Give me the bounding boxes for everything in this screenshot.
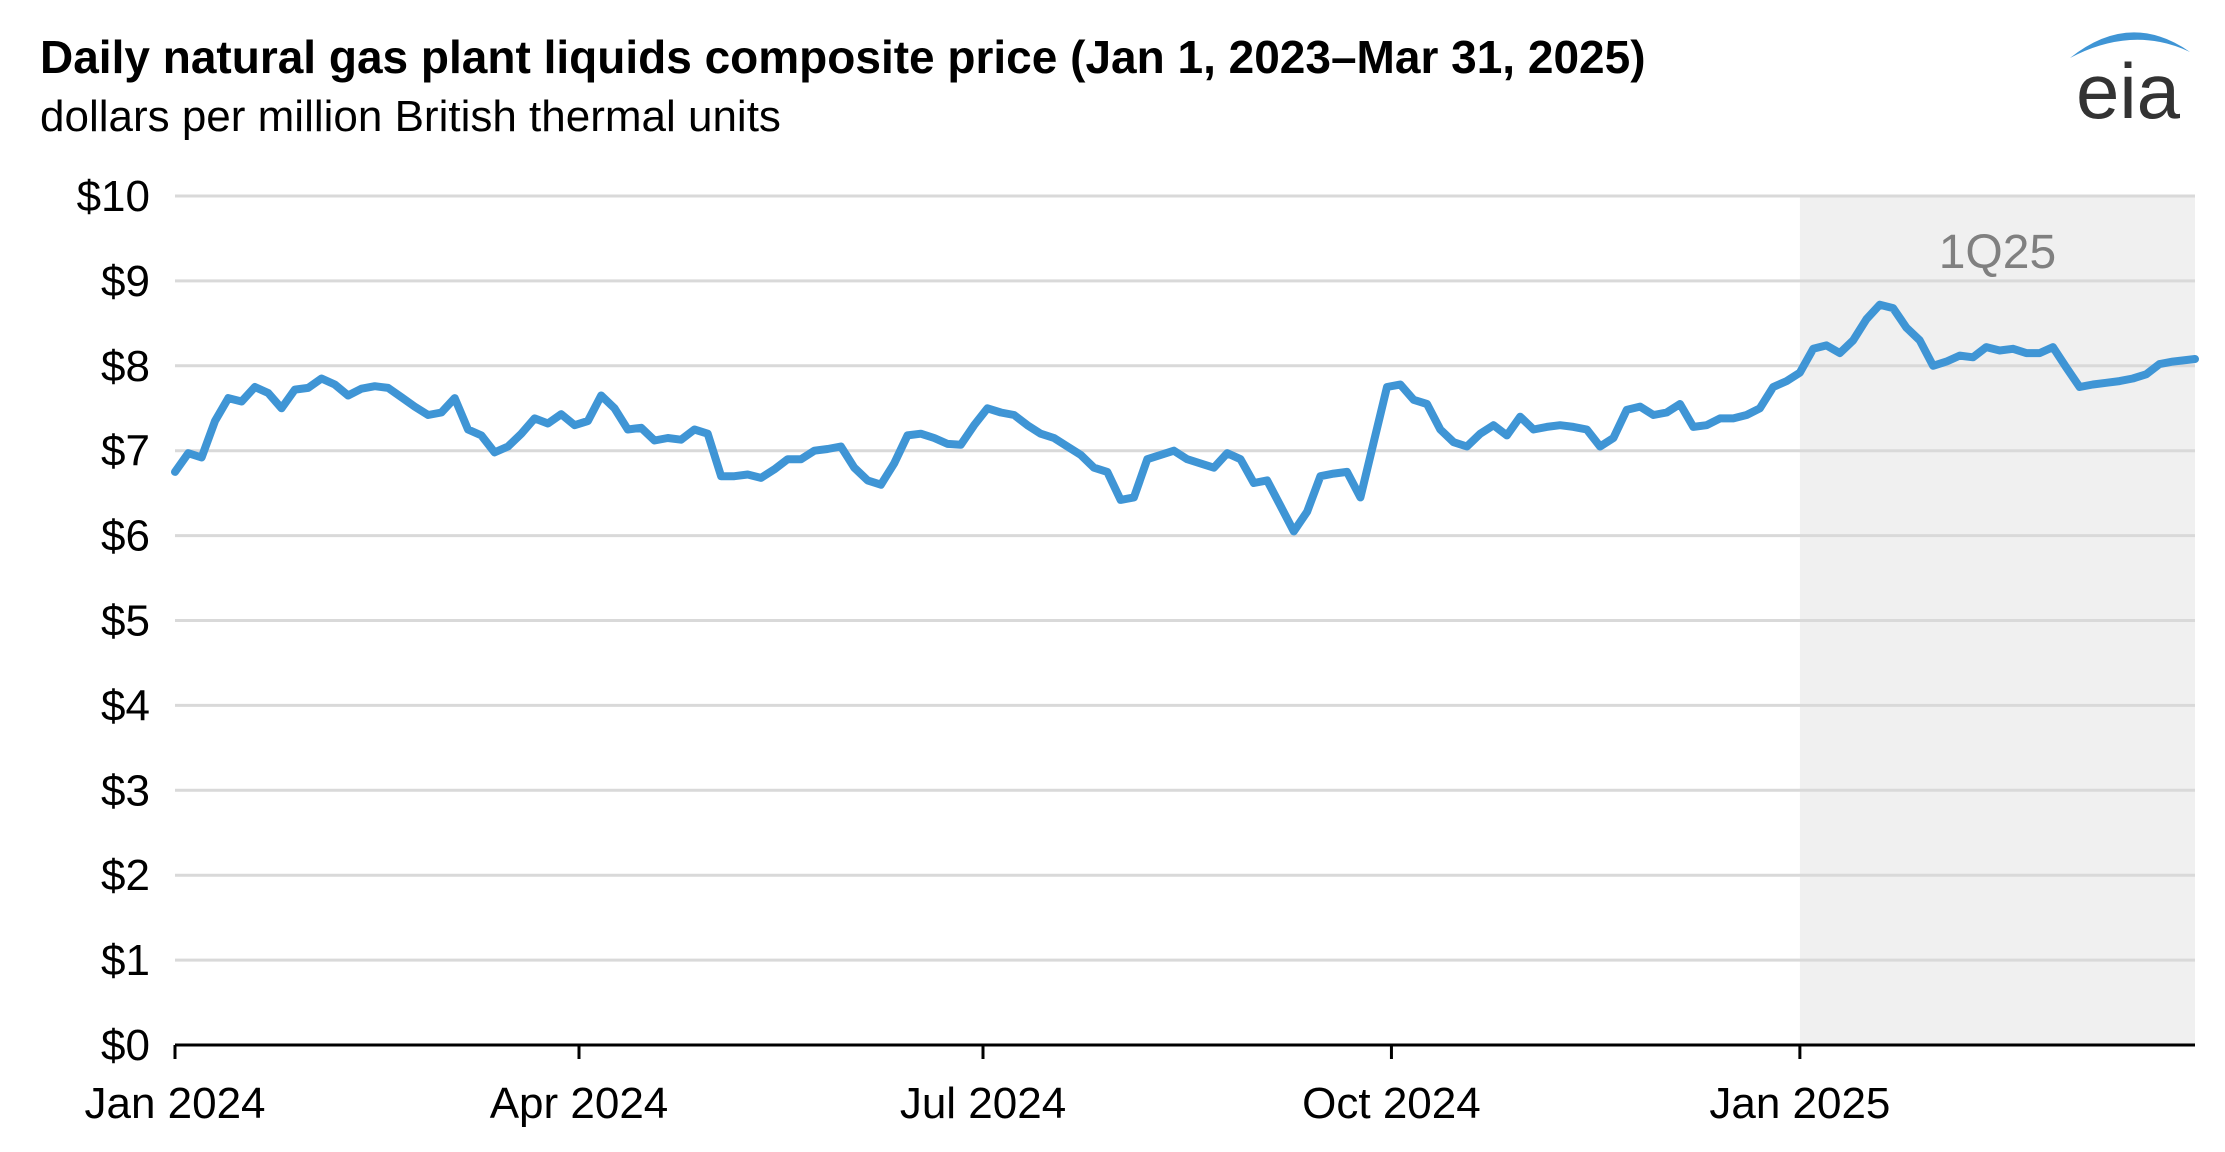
y-tick-label: $1 bbox=[101, 936, 150, 985]
x-tick-label: Jan 2024 bbox=[84, 1079, 265, 1128]
price-series-line bbox=[171, 300, 2199, 536]
logo-arc bbox=[2070, 32, 2190, 58]
y-tick-label: $0 bbox=[101, 1021, 150, 1070]
y-tick-label: $7 bbox=[101, 427, 150, 476]
x-tick-label: Apr 2024 bbox=[490, 1079, 669, 1128]
chart-title: Daily natural gas plant liquids composit… bbox=[40, 31, 1646, 83]
y-tick-label: $10 bbox=[77, 172, 150, 221]
y-tick-label: $9 bbox=[101, 257, 150, 306]
eia-logo: eia bbox=[2070, 32, 2190, 130]
y-tick-label: $2 bbox=[101, 851, 150, 900]
y-tick-label: $3 bbox=[101, 766, 150, 815]
y-tick-label: $8 bbox=[101, 342, 150, 391]
y-tick-label: $5 bbox=[101, 597, 150, 646]
x-tick-label: Jan 2025 bbox=[1709, 1079, 1890, 1128]
logo-text: eia bbox=[2076, 47, 2181, 130]
y-tick-label: $6 bbox=[101, 512, 150, 561]
x-tick-label: Jul 2024 bbox=[900, 1079, 1066, 1128]
y-tick-label: $4 bbox=[101, 681, 150, 730]
chart-subtitle: dollars per million British thermal unit… bbox=[40, 92, 781, 141]
x-tick-label: Oct 2024 bbox=[1302, 1079, 1481, 1128]
shaded-region-label: 1Q25 bbox=[1939, 226, 2056, 279]
